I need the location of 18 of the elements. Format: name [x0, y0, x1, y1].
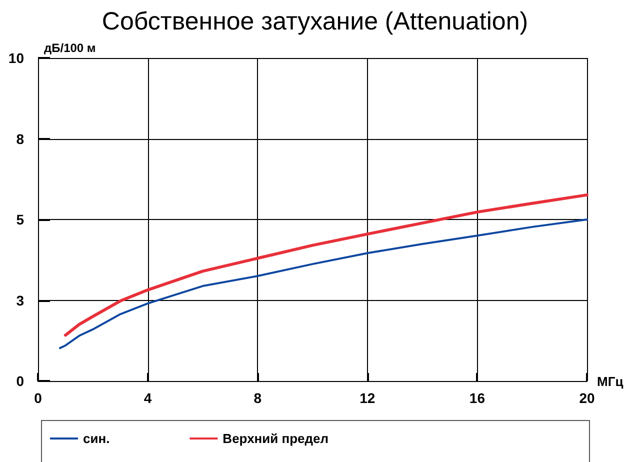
x-tick-label: 12 [360, 390, 376, 406]
line-series [64, 193, 588, 337]
x-tick-label: 8 [254, 390, 262, 406]
chart-title: Собственное затухание (Attenuation) [102, 8, 528, 36]
y-tick-label: 5 [16, 212, 24, 228]
x-tick-label: 16 [469, 390, 486, 406]
x-tick-label: 4 [144, 390, 152, 406]
x-tick-label: 20 [579, 390, 595, 406]
y-tick-label: 3 [16, 292, 24, 308]
line-series [58, 218, 588, 350]
legend-label: Верхний предел [222, 431, 329, 446]
x-tick-label: 0 [34, 390, 42, 406]
legend-label: син. [83, 431, 110, 446]
y-axis-title: дБ/100 м [44, 41, 96, 55]
y-tick-label: 8 [16, 130, 24, 147]
y-tick-label: 0 [16, 373, 24, 389]
y-tick-label: 10 [8, 50, 24, 66]
x-axis-title: МГц [597, 374, 624, 389]
